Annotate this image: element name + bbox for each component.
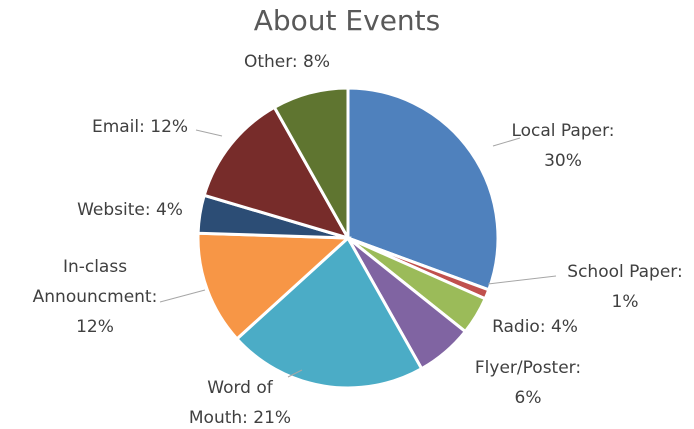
data-label: Other: 8% [244, 52, 330, 72]
data-label: 1% [612, 292, 639, 312]
leader-line [159, 289, 206, 303]
data-label: Email: 12% [92, 117, 188, 137]
leader-line [492, 137, 521, 147]
data-label: 12% [76, 317, 114, 337]
data-label: 6% [515, 388, 542, 408]
data-label: Website: 4% [77, 200, 183, 220]
pie-slice [346, 86, 500, 292]
leader-line [287, 369, 303, 378]
pie-slice [202, 105, 352, 241]
data-label: School Paper: [567, 262, 682, 282]
data-label: Mouth: 21% [189, 408, 291, 428]
pie-slice [234, 235, 424, 390]
chart-title: About Events [254, 4, 440, 37]
data-label: In-class [63, 257, 127, 277]
pie-slice [196, 231, 352, 341]
leader-line [487, 275, 557, 285]
data-label: Radio: 4% [492, 317, 578, 337]
data-label: Local Paper: [511, 121, 614, 141]
leader-line [195, 129, 223, 137]
pie-slice [272, 86, 350, 244]
data-label: 30% [544, 151, 582, 171]
data-label: Word of [207, 378, 274, 398]
data-label: Flyer/Poster: [475, 358, 581, 378]
data-label: Announcment: [33, 287, 158, 307]
